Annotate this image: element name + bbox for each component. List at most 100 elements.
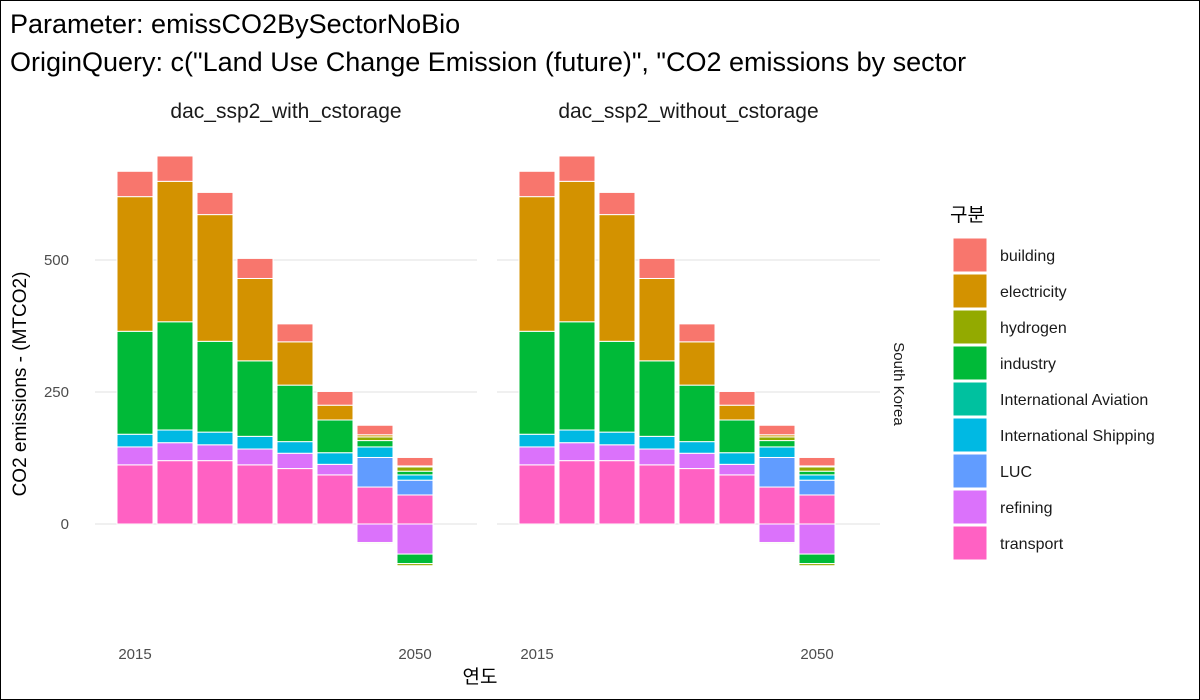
chart-title-line-2: OriginQuery: c("Land Use Change Emission… — [10, 47, 966, 77]
bar-segment — [558, 321, 596, 431]
bar-segment — [798, 466, 836, 472]
bar-segment — [758, 436, 796, 442]
bar-segment — [356, 424, 394, 436]
legend-label: electricity — [1000, 284, 1067, 301]
bar-segment — [678, 341, 716, 386]
bar-segment — [236, 277, 274, 362]
bar-segment — [356, 486, 394, 525]
bar-segment — [276, 384, 314, 443]
bar-segment — [558, 460, 596, 525]
bar-segment — [276, 323, 314, 343]
bar-segment — [638, 435, 676, 450]
bar-segment — [678, 452, 716, 470]
bar-segment — [156, 155, 194, 182]
bar-segment — [598, 431, 636, 446]
bar-segment — [798, 479, 836, 496]
bar-segment — [598, 191, 636, 216]
legend-label: International Aviation — [1000, 392, 1148, 409]
bar-segment — [356, 456, 394, 488]
bar-segment — [316, 474, 354, 525]
legend-key — [952, 489, 988, 525]
bar-segment — [638, 360, 676, 437]
bar-segment — [718, 404, 756, 421]
bar-segment — [316, 452, 354, 465]
bar-segment — [638, 464, 676, 525]
legend-key — [952, 381, 988, 417]
y-tick-label: 500 — [44, 252, 69, 269]
bar-segment — [156, 180, 194, 323]
bar-segment — [116, 170, 154, 198]
bar-segment — [116, 446, 154, 466]
bar-segment — [798, 474, 836, 481]
y-tick-label: 250 — [44, 384, 69, 401]
bar-segment — [156, 460, 194, 525]
legend-key — [952, 417, 988, 453]
bar-segment — [758, 446, 796, 458]
bar-segment — [518, 196, 556, 332]
bar-segment — [558, 155, 596, 182]
bar-segment — [356, 446, 394, 458]
bar-segment — [196, 214, 234, 342]
bar-segment — [196, 431, 234, 446]
legend-key — [952, 453, 988, 489]
bar-segment — [638, 448, 676, 466]
bar-segment — [758, 456, 796, 488]
legend-key — [952, 273, 988, 309]
facet-strip-label: dac_ssp2_without_cstorage — [558, 100, 818, 123]
bar-segment — [396, 523, 434, 555]
legend-label: building — [1000, 248, 1055, 265]
facet-row-label: South Korea — [890, 342, 907, 426]
x-tick-label: 2015 — [118, 646, 151, 663]
y-tick-label: 0 — [61, 516, 69, 533]
bar-segment — [156, 429, 194, 444]
bar-segment — [236, 448, 274, 466]
bar-segment — [316, 419, 354, 454]
bar-segment — [798, 456, 836, 467]
bar-segment — [396, 563, 434, 567]
bar-segment — [236, 360, 274, 437]
bar-segment — [196, 460, 234, 525]
bar-segment — [518, 433, 556, 448]
bar-segment — [558, 429, 596, 444]
bar-segment — [276, 452, 314, 470]
legend-title: 구분 — [950, 205, 985, 226]
bar-segment — [356, 436, 394, 442]
bar-segment — [276, 341, 314, 386]
legend-label: industry — [1000, 356, 1056, 373]
bar-segment — [678, 468, 716, 525]
legend: 구분 building electricity hydrogen industry In… — [950, 205, 1155, 561]
bar-segment — [558, 442, 596, 462]
bar-segment — [758, 424, 796, 436]
bar-segment — [356, 440, 394, 448]
bar-segment — [276, 468, 314, 525]
bar-segment — [758, 486, 796, 525]
bar-segment — [718, 474, 756, 525]
bar-segment — [396, 553, 434, 565]
bar-segment — [156, 321, 194, 431]
x-axis-title: 연도 — [463, 666, 498, 688]
bar-segment — [798, 470, 836, 476]
bar-segment — [116, 196, 154, 332]
bar-segment — [196, 444, 234, 462]
bar-segment — [236, 435, 274, 450]
x-tick-label: 2015 — [520, 646, 553, 663]
bar-segment — [558, 180, 596, 323]
bar-segment — [196, 340, 234, 433]
bar-segment — [758, 440, 796, 448]
bar-segment — [598, 340, 636, 433]
bar-segment — [396, 474, 434, 481]
bar-segment — [116, 433, 154, 448]
bar-segment — [518, 170, 556, 198]
bar-segment — [196, 191, 234, 216]
bar-segment — [356, 523, 394, 543]
bar-segment — [678, 323, 716, 343]
bar-segment — [598, 444, 636, 462]
bar-segment — [798, 563, 836, 567]
bar-segment — [396, 466, 434, 472]
bar-segment — [718, 463, 756, 476]
legend-label: transport — [1000, 536, 1064, 553]
x-tick-label: 2050 — [800, 646, 833, 663]
bar-segment — [396, 470, 434, 476]
